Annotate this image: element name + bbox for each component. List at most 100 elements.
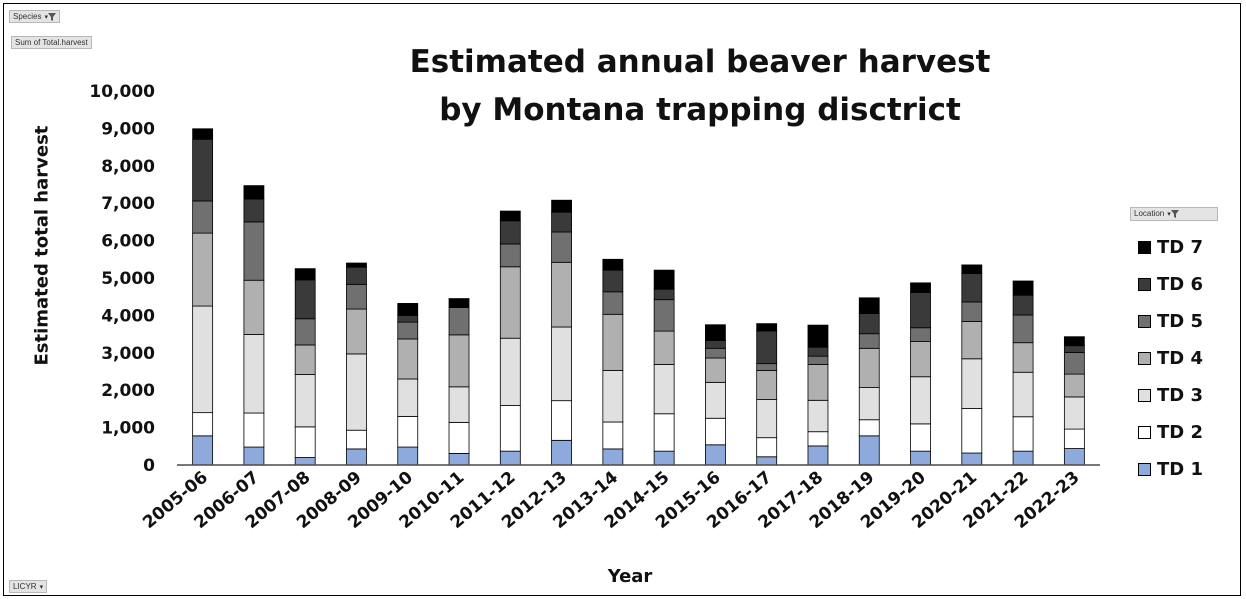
- bar-segment: [858, 333, 880, 349]
- bar-segment: [448, 334, 470, 388]
- bar-segment: [294, 457, 316, 466]
- bar-segment: [499, 450, 521, 466]
- bar-segment: [397, 446, 419, 466]
- bar-segment: [499, 243, 521, 268]
- bar-segment: [499, 337, 521, 406]
- bar-segment: [499, 266, 521, 339]
- bar-segment: [1012, 342, 1034, 373]
- bar-segment: [1012, 450, 1034, 466]
- bar-segment: [1012, 314, 1034, 344]
- bar-segment: [499, 405, 521, 452]
- bar-segment: [192, 435, 214, 466]
- bar-segment: [807, 324, 829, 348]
- legend-label: TD 7: [1157, 237, 1204, 258]
- licyr-field-button[interactable]: LICYR ▾: [9, 580, 48, 593]
- legend-swatch: [1138, 389, 1151, 402]
- bar-segment: [961, 452, 983, 466]
- bar-segment: [756, 330, 778, 365]
- location-filter-label: Location: [1134, 209, 1165, 218]
- bar-segment: [653, 269, 675, 290]
- bar-segment: [551, 199, 572, 213]
- bar-segment: [294, 318, 316, 346]
- chart-title-line1: Estimated annual beaver harvest: [409, 44, 991, 80]
- bar-segment: [807, 399, 829, 433]
- y-tick-label: 5,000: [101, 269, 155, 289]
- bar-segment: [243, 279, 265, 335]
- dropdown-arrow-icon: ▾: [1167, 211, 1171, 218]
- y-tick-label: 3,000: [101, 344, 155, 364]
- filter-icon: [1170, 209, 1179, 218]
- sum-field-button[interactable]: Sum of Total.harvest: [11, 36, 92, 49]
- location-filter-button[interactable]: Location ▾: [1130, 207, 1218, 221]
- bar-segment: [653, 363, 675, 415]
- x-axis-label: Year: [607, 566, 653, 587]
- bar-segment: [807, 431, 829, 447]
- bar-segment: [346, 353, 367, 431]
- legend-item: TD 1: [1138, 451, 1203, 488]
- bar-segment: [192, 138, 214, 202]
- legend-label: TD 1: [1157, 459, 1204, 480]
- y-tick-label: 0: [143, 456, 155, 476]
- bar-segment: [1012, 416, 1034, 452]
- bar-segment: [448, 307, 470, 336]
- bar-segment: [551, 231, 572, 263]
- y-tick-label: 6,000: [101, 232, 155, 252]
- bar-segment: [858, 419, 880, 437]
- bar-segment: [602, 258, 624, 271]
- bar-segment: [602, 369, 624, 423]
- bar-segment: [910, 341, 931, 378]
- bar-segment: [705, 357, 726, 383]
- bar-segment: [551, 211, 572, 233]
- bar-segment: [1012, 280, 1034, 296]
- bar-segment: [807, 445, 829, 466]
- bar-segment: [705, 417, 726, 446]
- bar-segment: [756, 369, 778, 400]
- bar-segment: [705, 347, 726, 359]
- bar-segment: [397, 303, 419, 316]
- species-filter-button[interactable]: Species ▾: [9, 10, 60, 23]
- bar-segment: [602, 313, 624, 371]
- legend-swatch: [1138, 463, 1151, 476]
- bar-segment: [243, 198, 265, 223]
- bar-segment: [910, 376, 931, 425]
- bar-segment: [346, 448, 367, 466]
- bar-segment: [756, 323, 778, 332]
- bar-segment: [397, 415, 419, 448]
- bar-segment: [858, 435, 880, 466]
- bar-segment: [243, 185, 265, 200]
- bar-segment: [602, 269, 624, 293]
- bar-segment: [192, 305, 214, 414]
- bar-segment: [653, 288, 675, 301]
- bar-segment: [1063, 345, 1085, 353]
- bar-segment: [397, 321, 419, 340]
- bar-segment: [961, 301, 983, 322]
- bar-segment: [397, 378, 419, 417]
- bar-segment: [294, 344, 316, 375]
- bar-segment: [551, 400, 572, 441]
- bar-segment: [243, 334, 265, 414]
- bar-segment: [243, 446, 265, 466]
- bar-segment: [756, 437, 778, 458]
- filter-icon: [47, 12, 56, 21]
- bar-segment: [1063, 373, 1085, 398]
- bar-segment: [346, 308, 367, 355]
- bar-segment: [346, 266, 367, 285]
- bar-segment: [858, 313, 880, 335]
- bar-segment: [294, 279, 316, 320]
- y-tick-label: 1,000: [101, 419, 155, 439]
- bar-segment: [910, 327, 931, 342]
- legend-item: TD 2: [1138, 414, 1203, 451]
- y-tick-label: 8,000: [101, 157, 155, 177]
- dropdown-arrow-icon: ▾: [44, 14, 48, 21]
- y-tick-label: 4,000: [101, 306, 155, 326]
- bar-segment: [756, 456, 778, 466]
- bar-segment: [807, 355, 829, 365]
- bar-segment: [961, 358, 983, 409]
- legend-item: TD 7: [1138, 229, 1203, 266]
- bar-segment: [397, 338, 419, 380]
- bar-segment: [653, 450, 675, 466]
- y-tick-label: 7,000: [101, 194, 155, 214]
- chart-legend: TD 7 TD 6 TD 5 TD 4 TD 3 TD 2 TD 1: [1138, 229, 1203, 488]
- bar-segment: [961, 408, 983, 454]
- bar-segment: [653, 330, 675, 365]
